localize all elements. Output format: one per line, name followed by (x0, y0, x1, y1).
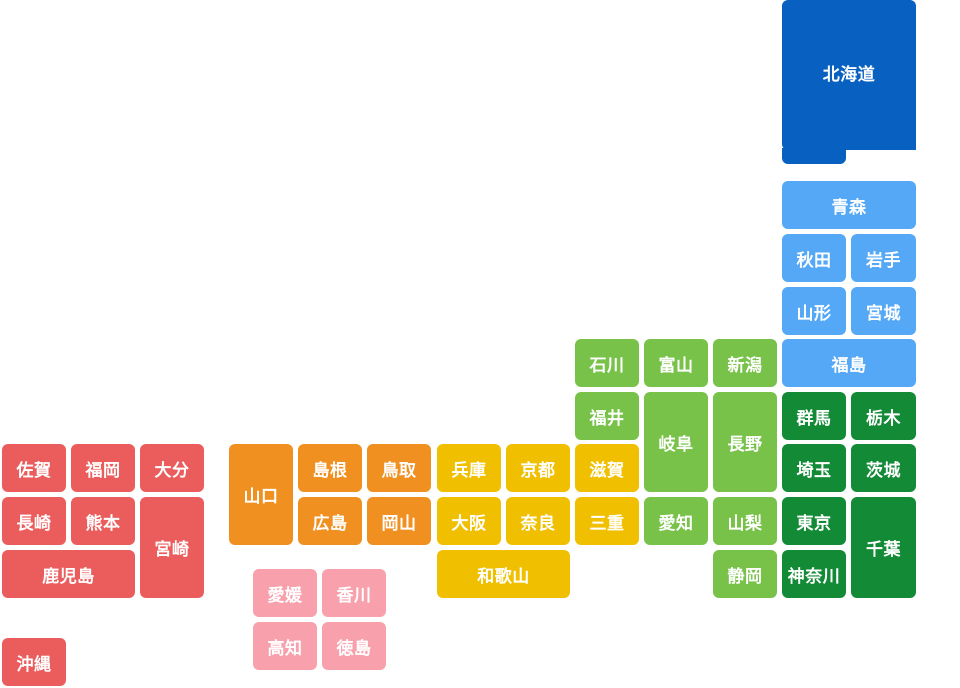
prefecture-label-gifu: 岐阜 (658, 434, 694, 455)
prefecture-label-yamaguchi: 山口 (243, 487, 279, 507)
prefecture-label-wakayama: 和歌山 (477, 566, 530, 587)
prefecture-label-saitama: 埼玉 (796, 460, 832, 481)
prefecture-label-osaka: 大阪 (451, 513, 487, 534)
prefecture-fukuoka[interactable]: 福岡 (71, 444, 135, 492)
prefecture-label-gunma: 群馬 (796, 408, 832, 429)
prefecture-label-nagasaki: 長崎 (16, 513, 52, 534)
prefecture-label-aomori: 青森 (831, 197, 867, 218)
prefecture-label-shiga: 滋賀 (589, 460, 625, 481)
prefecture-label-mie: 三重 (589, 513, 625, 534)
prefecture-shiga[interactable]: 滋賀 (575, 444, 639, 492)
prefecture-label-hyogo: 兵庫 (451, 460, 487, 481)
prefecture-label-fukui: 福井 (589, 408, 625, 429)
prefecture-label-miyagi: 宮城 (866, 303, 901, 324)
prefecture-aichi[interactable]: 愛知 (644, 497, 708, 545)
hokkaido-southwest-tab (782, 148, 846, 164)
prefecture-kumamoto[interactable]: 熊本 (71, 497, 135, 545)
prefecture-okinawa[interactable]: 沖縄 (2, 638, 66, 686)
prefecture-oita[interactable]: 大分 (140, 444, 204, 492)
prefecture-label-kyoto: 京都 (520, 460, 556, 481)
prefecture-shimane[interactable]: 島根 (298, 444, 362, 492)
prefecture-label-kagawa: 香川 (336, 585, 372, 606)
prefecture-nagasaki[interactable]: 長崎 (2, 497, 66, 545)
prefecture-tottori[interactable]: 鳥取 (367, 444, 431, 492)
prefecture-label-kochi: 高知 (267, 638, 303, 659)
prefecture-label-ibaraki: 茨城 (866, 460, 901, 481)
prefecture-yamagata[interactable]: 山形 (782, 287, 846, 335)
prefecture-miyagi[interactable]: 宮城 (851, 287, 916, 335)
prefecture-label-saga: 佐賀 (16, 460, 52, 481)
prefecture-kochi[interactable]: 高知 (253, 622, 317, 670)
prefecture-label-ehime: 愛媛 (267, 585, 303, 606)
prefecture-label-yamanashi: 山梨 (727, 513, 763, 534)
prefecture-label-hiroshima: 広島 (312, 513, 348, 534)
prefecture-gunma[interactable]: 群馬 (782, 392, 846, 440)
prefecture-ibaraki[interactable]: 茨城 (851, 444, 916, 492)
prefecture-gifu[interactable]: 岐阜 (644, 392, 708, 492)
prefecture-label-nara: 奈良 (520, 513, 556, 534)
prefecture-label-nagano: 長野 (727, 434, 763, 455)
prefecture-akita[interactable]: 秋田 (782, 234, 846, 282)
prefecture-saitama[interactable]: 埼玉 (782, 444, 846, 492)
prefecture-label-tokushima: 徳島 (336, 638, 372, 659)
prefecture-label-iwate: 岩手 (866, 250, 901, 271)
prefecture-tokushima[interactable]: 徳島 (322, 622, 386, 670)
prefecture-aomori[interactable]: 青森 (782, 181, 916, 229)
prefecture-label-shimane: 島根 (312, 460, 348, 481)
prefecture-label-tochigi: 栃木 (866, 408, 901, 429)
prefecture-osaka[interactable]: 大阪 (437, 497, 501, 545)
prefecture-mie[interactable]: 三重 (575, 497, 639, 545)
prefecture-ehime[interactable]: 愛媛 (253, 569, 317, 617)
prefecture-label-tottori: 鳥取 (381, 460, 417, 481)
prefecture-label-chiba: 千葉 (866, 540, 901, 560)
prefecture-okayama[interactable]: 岡山 (367, 497, 431, 545)
prefecture-label-shizuoka: 静岡 (727, 566, 763, 587)
prefecture-label-niigata: 新潟 (727, 355, 763, 376)
prefecture-label-oita: 大分 (154, 460, 190, 481)
prefecture-wakayama[interactable]: 和歌山 (437, 550, 570, 598)
prefecture-label-ishikawa: 石川 (589, 355, 625, 376)
prefecture-label-kagoshima: 鹿児島 (42, 566, 95, 587)
prefecture-label-yamagata: 山形 (796, 303, 832, 324)
prefecture-hyogo[interactable]: 兵庫 (437, 444, 501, 492)
prefecture-fukui[interactable]: 福井 (575, 392, 639, 440)
prefecture-label-tokyo: 東京 (796, 513, 832, 534)
prefecture-niigata[interactable]: 新潟 (713, 339, 777, 387)
prefecture-label-okinawa: 沖縄 (16, 654, 52, 675)
prefecture-label-kanagawa: 神奈川 (787, 566, 841, 587)
prefecture-saga[interactable]: 佐賀 (2, 444, 66, 492)
prefecture-kagawa[interactable]: 香川 (322, 569, 386, 617)
prefecture-shizuoka[interactable]: 静岡 (713, 550, 777, 598)
prefecture-nagano[interactable]: 長野 (713, 392, 777, 492)
prefecture-toyama[interactable]: 富山 (644, 339, 708, 387)
prefecture-yamaguchi[interactable]: 山口 (229, 444, 293, 545)
prefecture-label-okayama: 岡山 (381, 513, 417, 534)
prefecture-label-kumamoto: 熊本 (85, 513, 121, 534)
prefecture-label-fukuoka: 福岡 (85, 460, 121, 481)
prefecture-label-fukushima: 福島 (831, 355, 867, 376)
prefecture-label-miyazaki: 宮崎 (154, 540, 190, 560)
prefecture-kanagawa[interactable]: 神奈川 (782, 550, 846, 598)
prefecture-label-akita: 秋田 (796, 250, 832, 271)
prefecture-label-toyama: 富山 (658, 355, 694, 376)
prefecture-hokkaido[interactable]: 北海道 (782, 0, 916, 150)
prefecture-kyoto[interactable]: 京都 (506, 444, 570, 492)
prefecture-tokyo[interactable]: 東京 (782, 497, 846, 545)
prefecture-nara[interactable]: 奈良 (506, 497, 570, 545)
prefecture-ishikawa[interactable]: 石川 (575, 339, 639, 387)
prefecture-fukushima[interactable]: 福島 (782, 339, 916, 387)
prefecture-label-hokkaido: 北海道 (822, 65, 876, 85)
prefecture-hiroshima[interactable]: 広島 (298, 497, 362, 545)
prefecture-tochigi[interactable]: 栃木 (851, 392, 916, 440)
prefecture-chiba[interactable]: 千葉 (851, 497, 916, 598)
prefecture-iwate[interactable]: 岩手 (851, 234, 916, 282)
prefecture-label-aichi: 愛知 (658, 513, 694, 534)
prefecture-miyazaki[interactable]: 宮崎 (140, 497, 204, 598)
prefecture-kagoshima[interactable]: 鹿児島 (2, 550, 135, 598)
prefecture-yamanashi[interactable]: 山梨 (713, 497, 777, 545)
